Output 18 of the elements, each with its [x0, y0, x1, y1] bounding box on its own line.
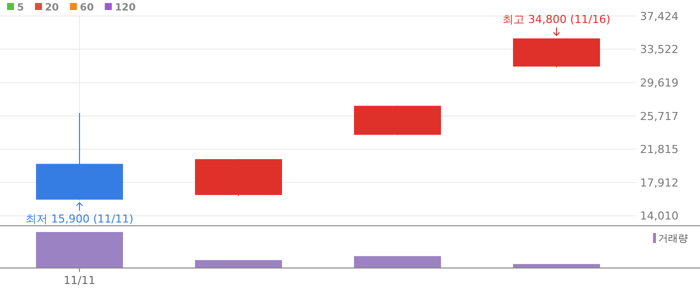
bar	[195, 260, 282, 268]
y-tick-label: 17,912	[640, 176, 678, 190]
annotation: 최고 34,800 (11/16)	[502, 13, 610, 26]
annotation: 최저 15,900 (11/11)	[26, 212, 134, 226]
y-tick-label: 29,619	[640, 76, 678, 90]
legend-label: 5	[17, 2, 24, 14]
y-tick-label: 33,522	[640, 43, 678, 56]
bar	[354, 256, 441, 268]
y-tick-label: 37,424	[640, 10, 678, 23]
x-tick-label: 11/11	[64, 274, 96, 287]
legend-label: 60	[80, 2, 94, 14]
y-tick-label: 14,010	[640, 210, 678, 223]
y-tick-label: 21,815	[640, 143, 678, 156]
legend-label: 거래량	[658, 234, 688, 244]
bar	[36, 232, 123, 268]
legend-label: 20	[44, 2, 59, 14]
y-tick-label: 25,717	[640, 110, 678, 123]
legend-label: 120	[114, 2, 136, 14]
